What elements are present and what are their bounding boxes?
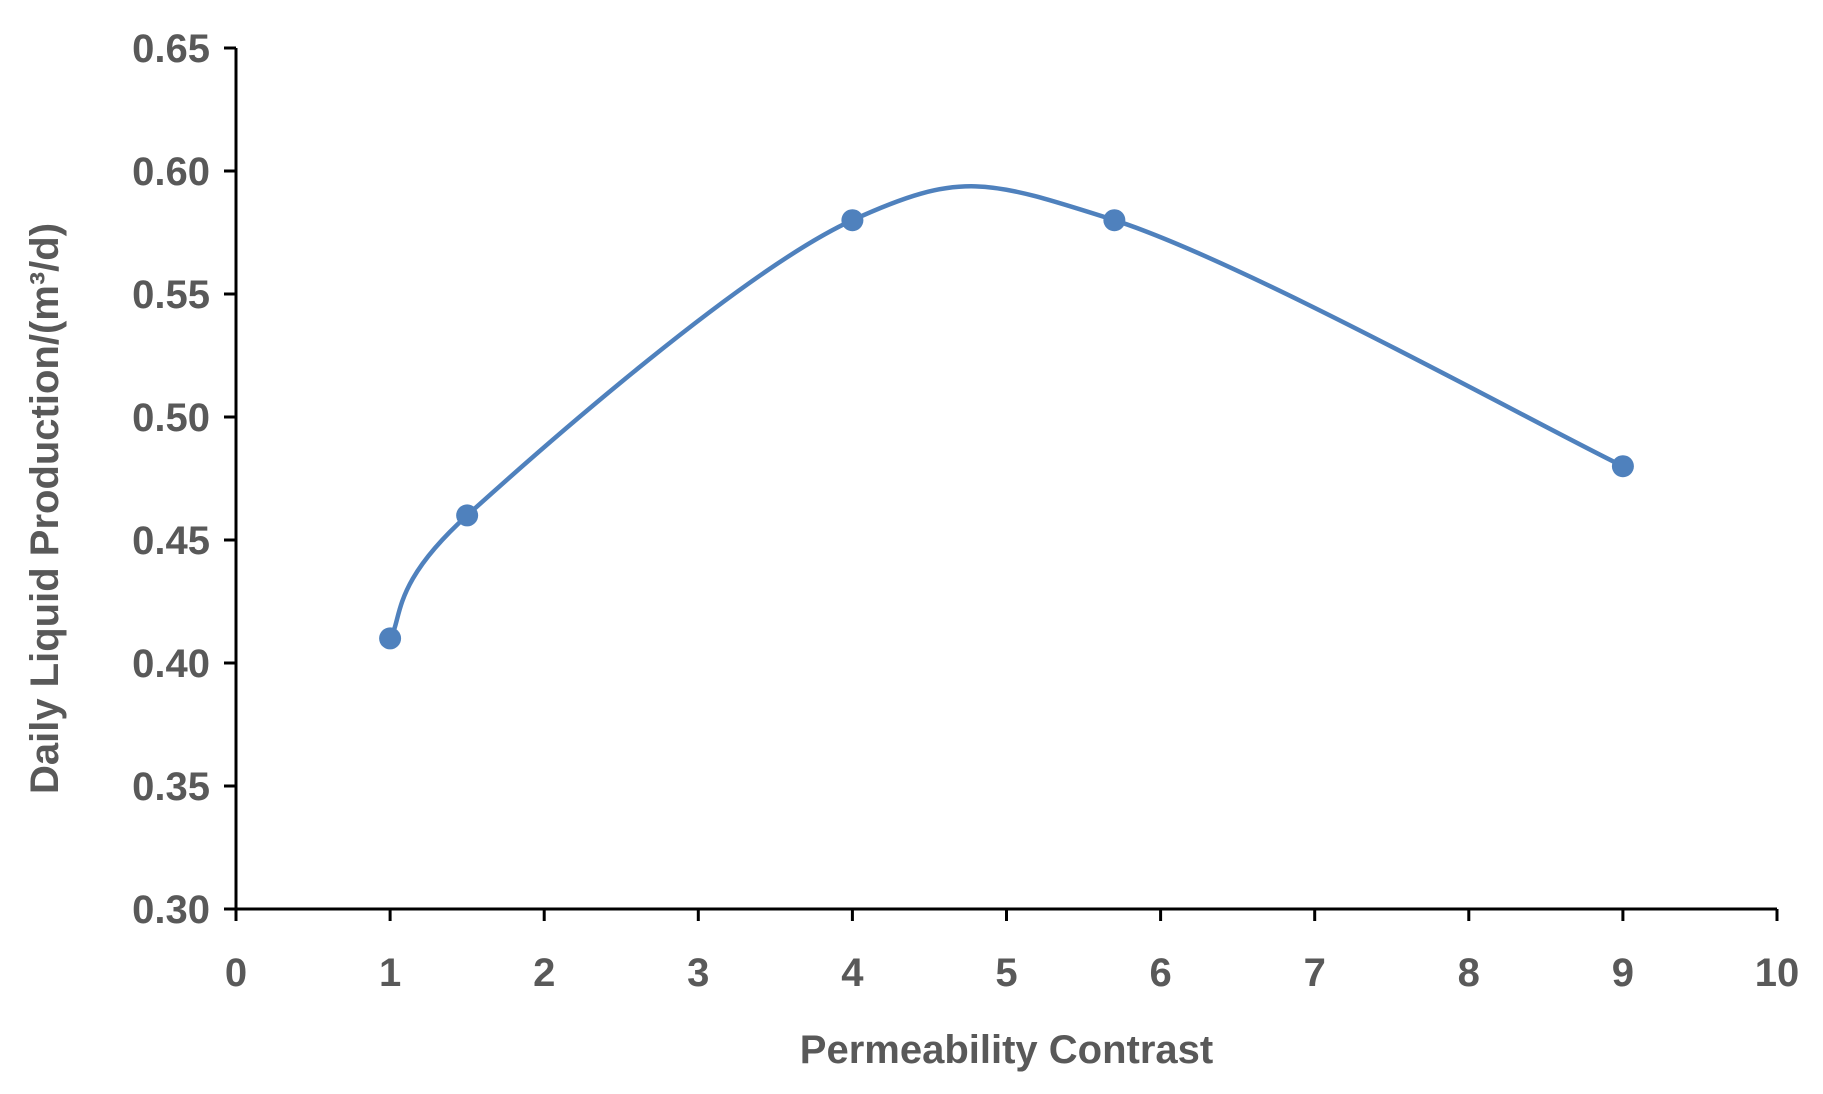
y-tick-label: 0.40 [132, 642, 210, 686]
tick-labels: 0.30 0.35 0.40 0.45 0.50 0.55 0.60 0.65 0 1 2 3 4 5 6 7… [132, 27, 1799, 995]
y-tick-label: 0.45 [132, 519, 210, 563]
data-point [1103, 209, 1126, 232]
y-tick-label: 0.60 [132, 150, 210, 194]
y-tick-label: 0.65 [132, 27, 210, 71]
x-tick-label: 10 [1755, 951, 1800, 995]
x-tick-label: 7 [1304, 951, 1326, 995]
y-tick-label: 0.35 [132, 765, 210, 809]
y-tick-label: 0.50 [132, 396, 210, 440]
data-point [841, 209, 864, 232]
y-tick-label: 0.55 [132, 273, 210, 317]
data-point [1611, 455, 1634, 478]
axes [224, 46, 1779, 921]
x-tick-label: 8 [1458, 951, 1480, 995]
x-tick-label: 2 [533, 951, 555, 995]
series-line [387, 184, 1626, 641]
x-tick-label: 4 [841, 951, 864, 995]
y-axis-title: Daily Liquid Production/(m³/d) [23, 223, 67, 794]
x-tick-label: 9 [1612, 951, 1634, 995]
x-tick-label: 6 [1149, 951, 1171, 995]
data-point [456, 504, 479, 527]
series [379, 184, 1634, 650]
y-tick-label: 0.30 [132, 888, 210, 932]
x-tick-label: 1 [379, 951, 401, 995]
data-point [379, 627, 402, 650]
x-tick-label: 3 [687, 951, 709, 995]
x-tick-label: 5 [995, 951, 1017, 995]
x-tick-label: 0 [225, 951, 247, 995]
x-axis-title: Permeability Contrast [800, 1028, 1213, 1072]
